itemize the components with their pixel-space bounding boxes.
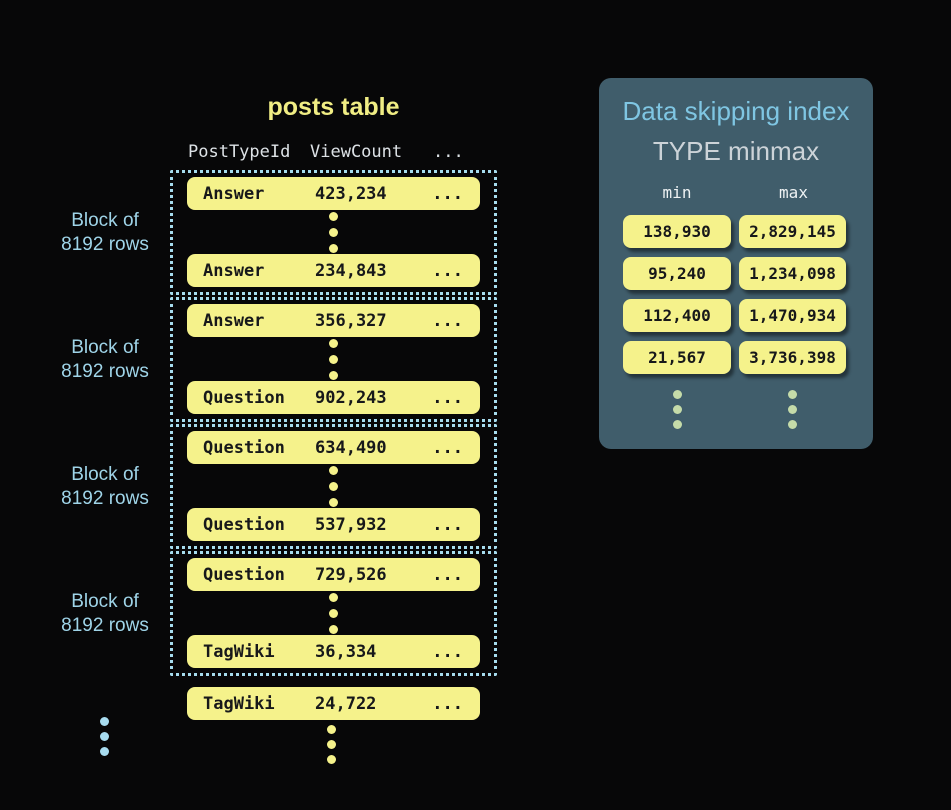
panel-subtitle: TYPE minmax [652,136,820,166]
more-columns-cell: ... [432,641,463,662]
more-columns-cell: ... [432,310,463,331]
table-row: Question 634,490 ... [187,431,480,464]
view-count-cell: 902,243 [315,387,387,408]
block-label-line1: Block of [71,210,139,231]
table-row: Answer 356,327 ... [187,304,480,337]
more-columns-cell: ... [432,693,463,714]
post-type-cell: Answer [203,260,265,281]
table-row: Answer 234,843 ... [187,254,480,287]
more-columns-cell: ... [432,514,463,535]
minmax-entry: 21,567 3,736,398 [623,341,846,374]
row-block-2: Answer 356,327 ... Question 902,243 ... [170,297,497,422]
more-columns-cell: ... [432,183,463,204]
block-label-1: Block of 8192 rows [30,209,180,257]
post-type-cell: Question [203,514,285,535]
block-label-line2: 8192 rows [61,615,149,636]
minmax-entry: 95,240 1,234,098 [623,257,846,290]
post-type-cell: Question [203,564,285,585]
view-count-cell: 36,334 [315,641,377,662]
min-column-header: min [662,183,692,202]
vertical-ellipsis-icon [100,717,109,756]
min-value-chip: 95,240 [623,257,731,290]
max-value-chip: 1,470,934 [739,299,846,332]
block-label-line1: Block of [71,337,139,358]
table-row: Question 729,526 ... [187,558,480,591]
max-value-chip: 2,829,145 [739,215,846,248]
vertical-ellipsis-icon [329,592,338,634]
view-count-cell: 537,932 [315,514,387,535]
data-skipping-index-panel: Data skipping index TYPE minmax min max … [599,78,873,449]
column-header-posttypeid: PostTypeId [188,142,291,162]
block-label-line1: Block of [71,591,139,612]
view-count-cell: 634,490 [315,437,387,458]
max-value-chip: 1,234,098 [739,257,846,290]
min-value-chip: 138,930 [623,215,731,248]
table-row: Question 537,932 ... [187,508,480,541]
vertical-ellipsis-icon [788,390,797,429]
post-type-cell: Question [203,437,285,458]
vertical-ellipsis-icon [673,390,682,429]
posts-table-title: posts table [267,93,400,121]
view-count-cell: 729,526 [315,564,387,585]
post-type-cell: TagWiki [203,693,275,714]
block-label-2: Block of 8192 rows [30,336,180,384]
more-columns-cell: ... [432,564,463,585]
view-count-cell: 423,234 [315,183,387,204]
column-header-more: ... [433,142,464,162]
more-columns-cell: ... [432,260,463,281]
minmax-entry: 138,930 2,829,145 [623,215,846,248]
vertical-ellipsis-icon [327,725,336,764]
row-block-4: Question 729,526 ... TagWiki 36,334 ... [170,551,497,676]
minmax-chip-list: 138,930 2,829,145 95,240 1,234,098 112,4… [623,215,846,374]
column-header-viewcount: ViewCount [310,142,403,162]
vertical-ellipsis-icon [329,338,338,380]
post-type-cell: Question [203,387,285,408]
table-row: Answer 423,234 ... [187,177,480,210]
vertical-ellipsis-icon [329,465,338,507]
block-label-3: Block of 8192 rows [30,463,180,511]
view-count-cell: 24,722 [315,693,377,714]
post-type-cell: TagWiki [203,641,275,662]
table-row: Question 902,243 ... [187,381,480,414]
max-value-chip: 3,736,398 [739,341,846,374]
view-count-cell: 234,843 [315,260,387,281]
post-type-cell: Answer [203,183,265,204]
post-type-cell: Answer [203,310,265,331]
more-columns-cell: ... [432,387,463,408]
minmax-entry: 112,400 1,470,934 [623,299,846,332]
row-block-1: Answer 423,234 ... Answer 234,843 ... [170,170,497,295]
table-row-trailing: TagWiki 24,722 ... [187,687,480,720]
block-label-4: Block of 8192 rows [30,590,180,638]
more-columns-cell: ... [432,437,463,458]
view-count-cell: 356,327 [315,310,387,331]
row-block-3: Question 634,490 ... Question 537,932 ..… [170,424,497,549]
block-label-line2: 8192 rows [61,361,149,382]
max-column-header: max [779,183,808,202]
block-label-line1: Block of [71,464,139,485]
block-label-line2: 8192 rows [61,488,149,509]
block-label-line2: 8192 rows [61,234,149,255]
panel-title: Data skipping index [622,96,850,126]
min-value-chip: 112,400 [623,299,731,332]
table-row: TagWiki 36,334 ... [187,635,480,668]
vertical-ellipsis-icon [329,211,338,253]
min-value-chip: 21,567 [623,341,731,374]
